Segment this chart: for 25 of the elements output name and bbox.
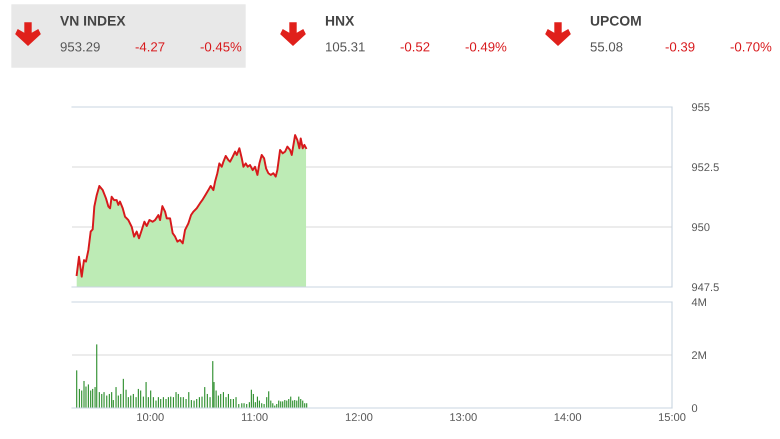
text: VN INDEX (60, 16, 126, 26)
x-tick-label: 12:00 (346, 413, 372, 422)
x-tick-label: 15:00 (658, 413, 686, 422)
text: -0.39 (666, 42, 694, 52)
text: -0.70% (730, 42, 772, 52)
x-tick-label: 13:00 (450, 413, 477, 422)
text: 953.29 (60, 42, 100, 52)
text: HNX (326, 16, 354, 26)
y-tick-label: 4M (692, 298, 706, 306)
y-tick-label: 955 (692, 103, 710, 112)
y-tick-label: 950 (692, 223, 710, 232)
x-tick-label: 14:00 (554, 413, 582, 422)
text: UPCOM (590, 16, 641, 26)
y-tick-label: 947.5 (692, 283, 719, 292)
text: -0.52 (400, 42, 430, 52)
text: -4.27 (136, 42, 164, 52)
text: -0.45% (200, 42, 242, 52)
text: -0.49% (466, 42, 506, 52)
y-tick-label: 0 (692, 404, 698, 412)
y-tick-label: 952.5 (692, 163, 719, 172)
x-tick-label: 11:00 (242, 413, 268, 422)
text: 55.08 (590, 42, 622, 52)
y-tick-label: 2M (692, 351, 706, 360)
x-tick-label: 10:00 (137, 413, 164, 422)
text: 105.31 (326, 42, 365, 52)
